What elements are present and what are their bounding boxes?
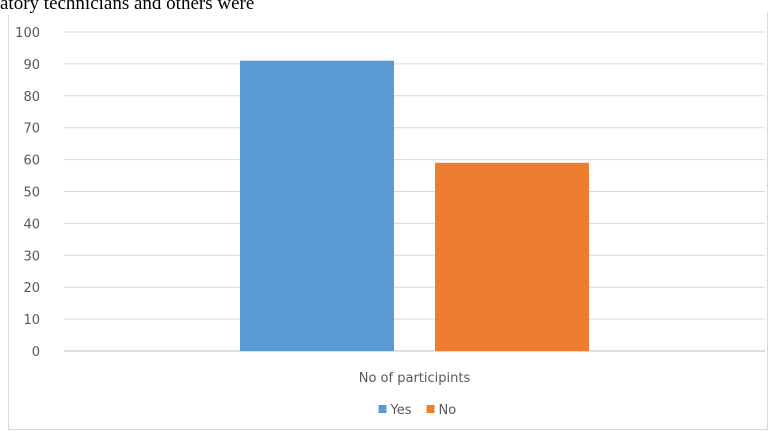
y-tick-label-60: 60 [23,154,40,169]
x-axis: No of participints [359,371,471,386]
chart-frame [8,12,768,430]
x-category-label: No of participints [359,371,471,386]
y-tick-label-10: 10 [23,313,40,328]
legend: Yes No [378,403,457,418]
bars [240,60,589,352]
y-tick-label-30: 30 [23,249,40,264]
y-axis: 0 10 20 30 40 50 60 70 80 90 100 [15,26,40,360]
y-tick-label-40: 40 [23,217,40,232]
legend-label-yes: Yes [390,403,412,418]
y-tick-label-50: 50 [23,186,40,201]
legend-label-no: No [439,403,457,418]
gridlines [64,31,765,352]
y-tick-label-90: 90 [23,58,40,73]
bar-yes-0 [240,60,394,352]
y-tick-label-80: 80 [23,90,40,105]
y-tick-label-0: 0 [32,345,40,360]
legend-swatch-yes [378,405,387,413]
y-tick-label-100: 100 [15,26,40,41]
y-tick-label-20: 20 [23,281,40,296]
legend-swatch-no [426,405,435,413]
document-text-fragment: atory technicians and others were [0,0,257,15]
bar-no-0 [435,162,589,351]
y-tick-label-70: 70 [23,122,40,137]
